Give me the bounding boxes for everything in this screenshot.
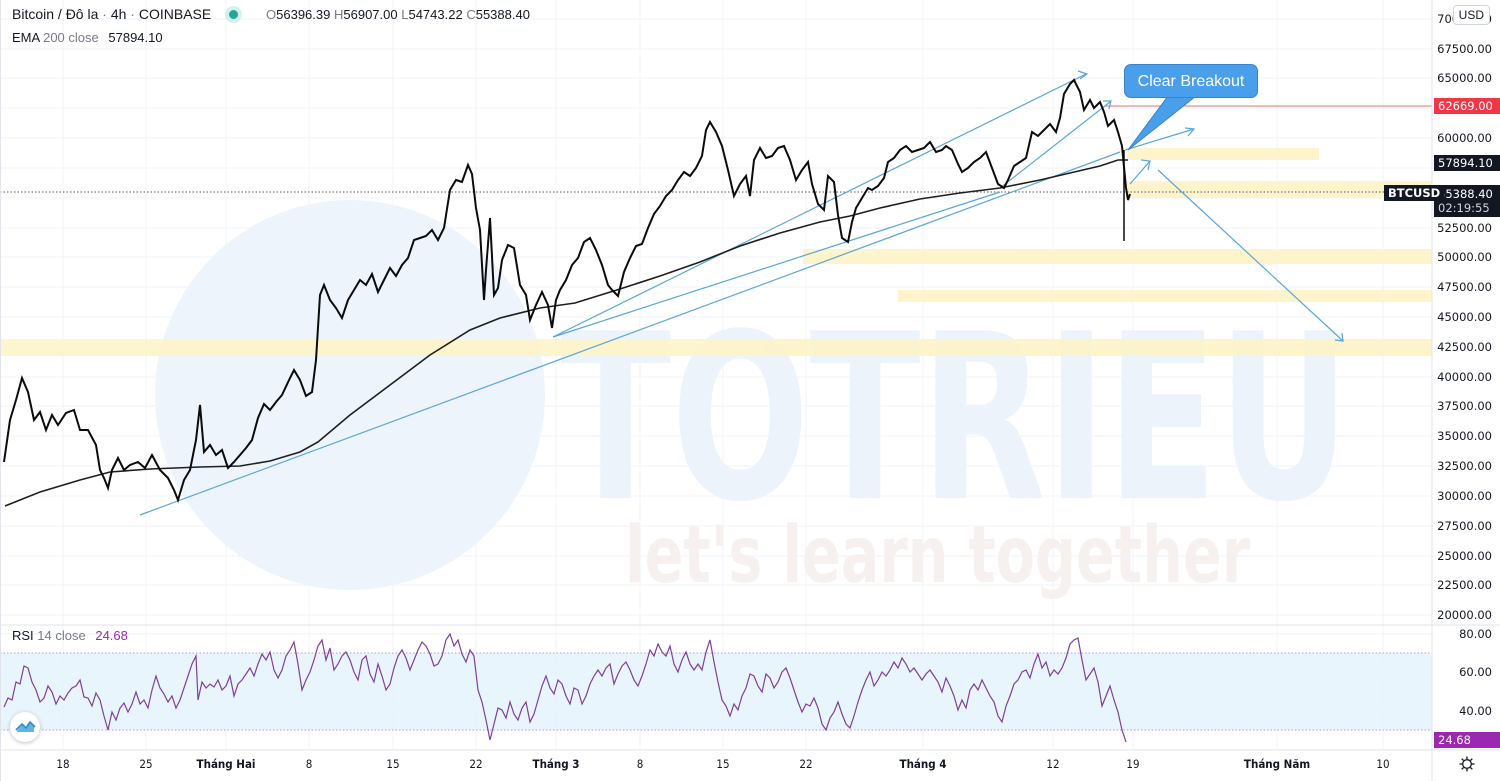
price-tick: 42500.00 [1437,340,1492,354]
time-tick: 18 [56,757,70,771]
callout-pointer [1127,95,1198,151]
zone-50000 [803,249,1432,264]
rsi-legend[interactable]: RSI 14 close 24.68 [12,628,128,643]
currency-button[interactable]: USD [1452,5,1490,25]
time-tick: 8 [305,757,313,771]
time-tick: Tháng 4 [899,757,947,771]
rsi-value-tag: 24.68 [1434,732,1500,748]
price-series [3,78,1131,504]
ema-200-line [4,159,1128,507]
price-tick: 35000.00 [1437,429,1492,443]
ema-price-tag: 57894.10 [1434,155,1500,171]
rsi-tick: 80.00 [1459,627,1492,641]
time-tick: 15 [386,757,400,771]
watermark-logo-circle [155,200,545,590]
exchange: COINBASE [138,6,212,22]
rsi-tick: 60.00 [1459,665,1492,679]
rsi-band [0,653,1432,730]
tradingview-logo-icon[interactable] [10,712,40,742]
ema-legend[interactable]: EMA 200 close 57894.10 [12,30,163,45]
price-tick: 30000.00 [1437,489,1492,503]
last-price-tag: 55388.40 02:19:55 [1434,185,1500,217]
time-tick: 25 [139,757,153,771]
price-tick: 32500.00 [1437,459,1492,473]
symbol-legend[interactable]: Bitcoin / Đô la · 4h · COINBASE O56396.3… [12,6,530,22]
trendline-long [139,151,1121,516]
price-tick: 65000.00 [1437,71,1492,85]
price-tick: 45000.00 [1437,310,1492,324]
time-tick: 8 [636,757,644,771]
arrow-heads [1077,70,1344,342]
symbol-tag: BTCUSD [1384,185,1445,201]
market-status-icon [229,10,239,20]
rsi-tick: 40.00 [1459,704,1492,718]
time-tick: Tháng 3 [532,757,580,771]
price-tick: 40000.00 [1437,370,1492,384]
support-zones [0,148,1432,356]
ema-value: 57894.10 [108,30,163,45]
price-tick: 27500.00 [1437,519,1492,533]
trendline-mid [552,191,1001,338]
zone-55500 [1127,181,1432,198]
bar-countdown: 02:19:55 [1438,201,1490,215]
zone-58000 [1127,148,1319,160]
price-tick: 22500.00 [1437,578,1492,592]
price-tick: 37500.00 [1437,399,1492,413]
target-arrow [1157,169,1344,342]
clear-breakout-callout[interactable]: Clear Breakout [1124,64,1258,98]
price-tick: 25000.00 [1437,549,1492,563]
resistance-price-tag: 62669.00 [1434,98,1500,114]
time-tick: 15 [716,757,730,771]
price-tick: 20000.00 [1437,608,1492,622]
price-tick: 67500.00 [1437,42,1492,56]
rsi-line [3,632,1127,743]
time-tick: Tháng Hai [196,757,256,771]
zone-42500 [0,339,1432,356]
time-tick: 10 [1376,757,1390,771]
price-tick: 60000.00 [1437,131,1492,145]
symbol-name[interactable]: Bitcoin / Đô la [12,6,99,22]
watermark-brand: TOTRIEU [560,286,1350,553]
price-tick: 52500.00 [1437,221,1492,235]
ohlc-values: O56396.39 H56907.00 L54743.22 C55388.40 [266,7,530,22]
ema-params: 200 close [43,30,99,45]
time-tick: Tháng Năm [1243,757,1311,771]
time-tick: 22 [799,757,813,771]
time-tick: 19 [1126,757,1140,771]
settings-gear-icon[interactable] [1459,756,1475,772]
rsi-params: 14 close [37,628,86,643]
zone-47000 [898,290,1432,302]
breakout-retest-arrow [1124,128,1195,151]
price-tick: 50000.00 [1437,250,1492,264]
watermark: TOTRIEU let's learn together [155,200,1350,601]
trendlines [139,73,1344,516]
time-tick: 12 [1046,757,1060,771]
price-tick: 47500.00 [1437,280,1492,294]
ema-name: EMA [12,30,40,45]
watermark-tagline: let's learn together [625,511,1250,601]
trendline-upper-right [999,101,1111,189]
time-tick: 22 [469,757,483,771]
rsi-value: 24.68 [95,628,128,643]
rsi-name: RSI [12,628,34,643]
interval[interactable]: 4h [110,6,127,22]
pullback-arrow [1129,160,1151,185]
